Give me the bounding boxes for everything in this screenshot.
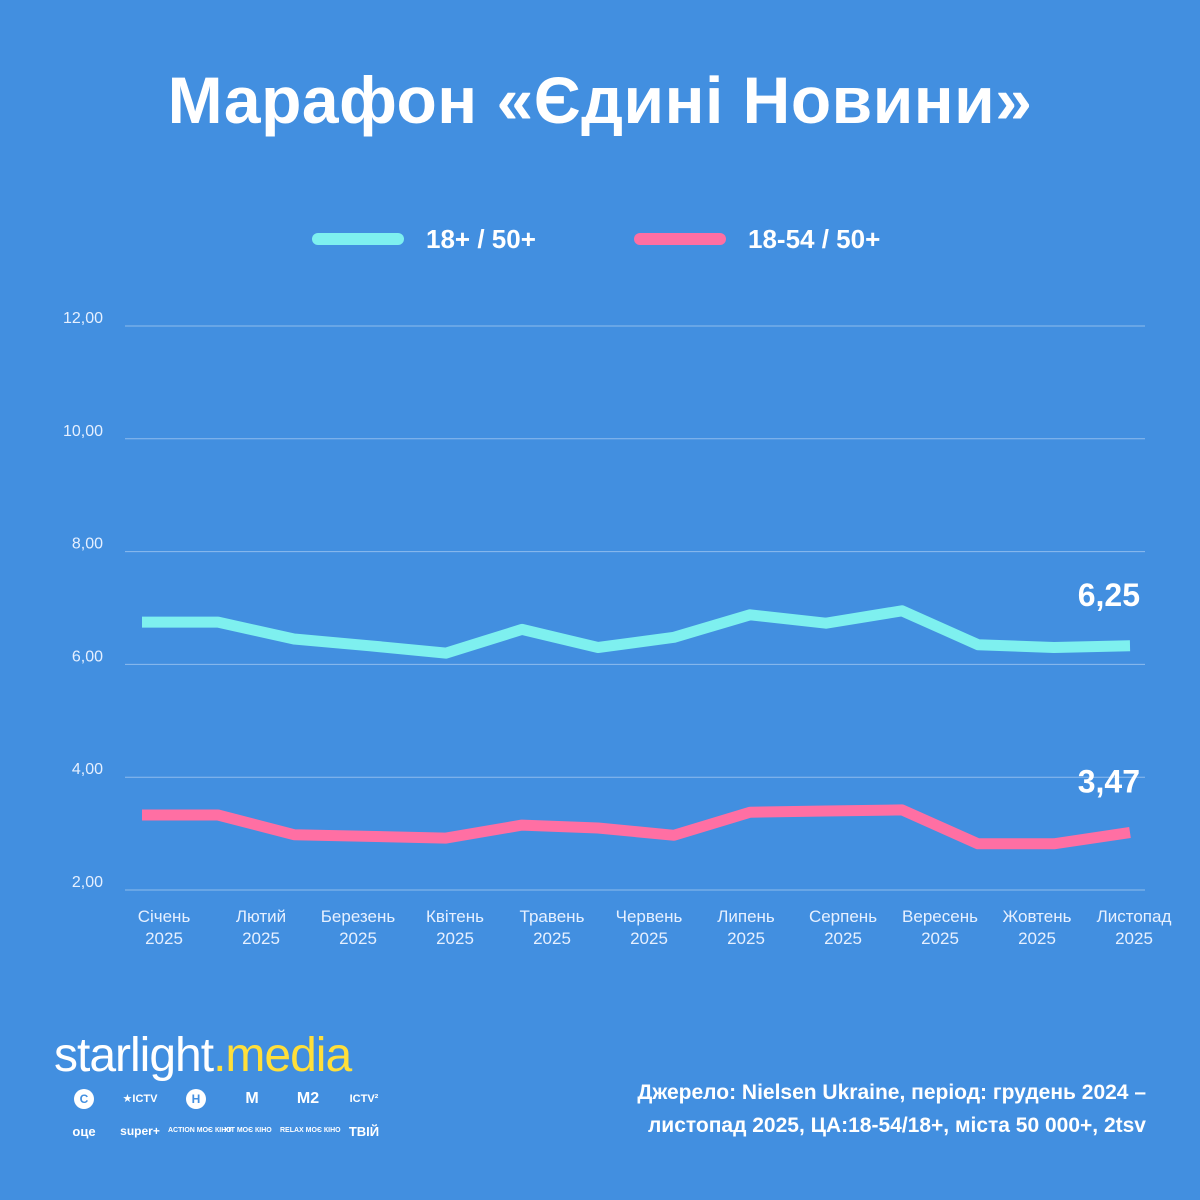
channel-logo-ictv: ★ICTV [122,1092,158,1105]
data-label-last: 6,25 [1078,577,1140,613]
source-line-2: листопад 2025, ЦА:18-54/18+, міста 50 00… [647,1114,1146,1137]
x-tick-label: Червень [616,907,683,926]
legend-label-18-54: 18-54 / 50+ [748,223,881,254]
data-label-last: 3,47 [1078,763,1140,799]
brand-name-dot: . [213,1029,226,1082]
channel-logo-novyi: Н [168,1088,224,1110]
x-tick-label: Листопад [1097,907,1172,926]
series-line-18-54 [142,804,1131,850]
channel-logo-m2: М2 [296,1090,320,1107]
x-tick-label: Жовтень [1003,907,1072,926]
x-tick-label-year: 2025 [921,929,959,948]
x-tick-label: Березень [321,907,396,926]
x-tick-label-year: 2025 [630,929,668,948]
channel-logo-relax-kino: RELAX МОЄ КІНО [280,1127,341,1134]
channel-logo-ictv2: ICTV² [349,1092,379,1105]
y-tick-label: 10,00 [63,423,103,440]
x-tick-label-year: 2025 [533,929,571,948]
x-tick-label: Лютий [236,907,286,926]
brand-logo: starlight.media [54,1028,352,1083]
x-tick-label-year: 2025 [1115,929,1153,948]
x-tick-label-year: 2025 [242,929,280,948]
brand-name-accent: media [225,1029,352,1082]
x-tick-label: Травень [520,907,585,926]
x-tick-label-year: 2025 [436,929,474,948]
y-tick-label: 12,00 [63,310,103,327]
channel-logo-super: super+ [120,1124,160,1138]
x-tick-label-year: 2025 [824,929,862,948]
legend-item-18plus: 18+ / 50+ [312,222,536,256]
source-line-1: Джерело: Nielsen Ukraine, період: груден… [637,1081,1146,1104]
x-tick-label: Вересень [902,907,978,926]
channel-logos: С ★ICTV Н М М2 ICTV² оце super+ ACTION М… [56,1088,396,1142]
channel-logo-m1: М [245,1090,259,1107]
legend-item-18-54: 18-54 / 50+ [634,222,880,256]
channel-logo-action-kino: ACTION МОЄ КІНО [168,1127,232,1134]
line-chart: 2,00 4,00 6,00 8,00 10,00 12,00 Січень 2025 Люти… [63,310,1172,948]
series-line-18plus [142,605,1131,659]
legend-swatch-18-54 [634,233,726,245]
brand-name-main: starlight [54,1029,214,1082]
channel-logo-tviy: ТВІЙ [348,1123,380,1139]
channel-logo-otse: оце [72,1123,96,1139]
x-tick-label-year: 2025 [727,929,765,948]
channel-logo-hit-kino: ХІТ МОЄ КІНО [224,1127,272,1134]
x-tick-label-year: 2025 [145,929,183,948]
x-tick-label-year: 2025 [339,929,377,948]
chart-title: Марафон «Єдині Новини» [167,63,1033,137]
x-tick-label: Квітень [426,907,484,926]
x-tick-label: Липень [717,907,775,926]
channel-logo-stb: С [56,1088,112,1110]
x-tick-label: Серпень [809,907,877,926]
y-tick-label: 4,00 [72,761,103,778]
legend-swatch-18plus [312,233,404,245]
x-tick-label-year: 2025 [1018,929,1056,948]
y-tick-label: 6,00 [72,648,103,665]
y-tick-label: 8,00 [72,536,103,553]
legend-label-18plus: 18+ / 50+ [426,223,536,254]
x-tick-label: Січень [138,907,191,926]
source-note: Джерело: Nielsen Ukraine, період: груден… [486,1076,1146,1142]
y-tick-label: 2,00 [72,874,103,891]
